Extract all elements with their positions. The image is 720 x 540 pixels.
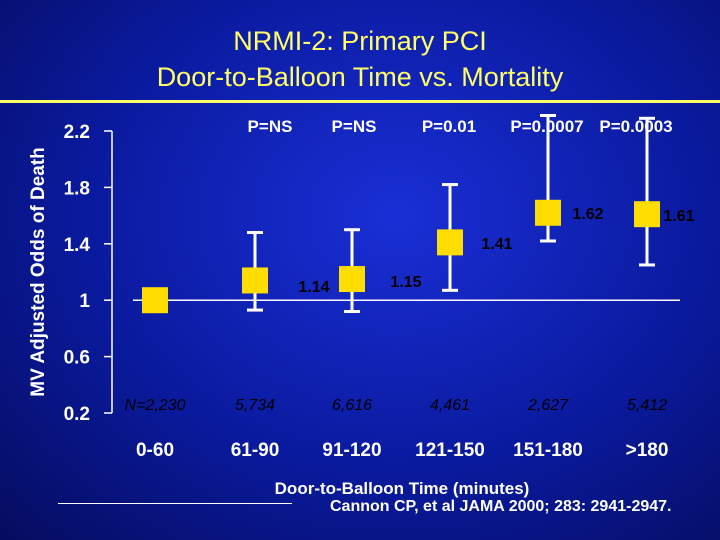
n-label: 5,734	[235, 397, 275, 414]
title-line-1: NRMI-2: Primary PCI	[233, 26, 487, 56]
value-label: 1.41	[481, 236, 512, 253]
x-category-label: >180	[626, 440, 669, 461]
x-axis-label: Door-to-Balloon Time (minutes)	[275, 479, 530, 498]
data-point-marker	[142, 287, 168, 314]
data-point-marker	[339, 266, 365, 293]
data-point-marker	[535, 199, 561, 226]
p-value-label: P=0.0003	[599, 117, 672, 136]
y-tick-label: 1	[79, 291, 90, 312]
y-tick-label: 0.2	[64, 404, 90, 425]
value-label: 1.62	[572, 206, 603, 223]
y-tick-label: 0.6	[64, 348, 90, 369]
title-line-2: Door-to-Balloon Time vs. Mortality	[156, 62, 564, 92]
n-label: N=2,230	[125, 397, 186, 414]
y-axis-label: MV Adjusted Odds of Death	[28, 147, 49, 396]
n-label: 2,627	[527, 397, 569, 414]
title-rule	[0, 100, 720, 103]
n-label: 6,616	[332, 397, 372, 414]
x-category-label: 0-60	[136, 440, 174, 461]
data-point-marker	[634, 201, 660, 228]
p-value-label: P=NS	[248, 117, 293, 136]
signature-line	[58, 503, 292, 504]
value-label: 1.15	[390, 274, 421, 291]
value-label: 1.61	[663, 208, 694, 225]
p-value-label: P=NS	[332, 117, 377, 136]
value-label: 1.14	[298, 279, 329, 296]
y-tick-label: 1.8	[64, 178, 90, 199]
chart-marks: 1.14 1.15 1.41 1.62 1.61	[142, 113, 695, 314]
x-category-label: 61-90	[231, 440, 280, 461]
data-point-marker	[437, 229, 463, 256]
citation: Cannon CP, et al JAMA 2000; 283: 2941-29…	[330, 498, 672, 515]
x-category-label: 151-180	[513, 440, 583, 461]
chart-axes: 0.2 0.6 1 1.4 1.8 2.2 0-60 61-90 91-120 121-150 15…	[64, 117, 680, 461]
data-point-marker	[242, 267, 268, 294]
x-category-label: 91-120	[322, 440, 381, 461]
x-category-label: 121-150	[415, 440, 485, 461]
p-value-label: P=0.01	[422, 117, 476, 136]
n-label: 4,461	[430, 397, 470, 414]
y-tick-label: 2.2	[64, 122, 90, 143]
n-label: 5,412	[627, 397, 667, 414]
y-tick-label: 1.4	[64, 235, 91, 256]
